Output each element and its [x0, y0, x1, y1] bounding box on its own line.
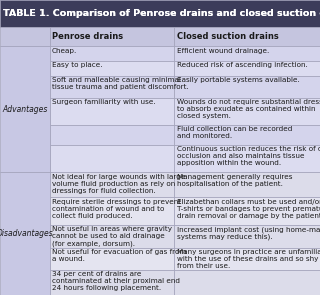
- Bar: [50, 46, 174, 61]
- Bar: [174, 76, 320, 98]
- Bar: [50, 248, 174, 270]
- Bar: [50, 197, 174, 225]
- Bar: [174, 197, 320, 225]
- Bar: [174, 46, 320, 61]
- Text: Cheap.: Cheap.: [52, 48, 77, 54]
- Text: Reduced risk of ascending infection.: Reduced risk of ascending infection.: [177, 62, 308, 68]
- Bar: [50, 125, 174, 145]
- Text: Easy to place.: Easy to place.: [52, 62, 102, 68]
- Text: Continuous suction reduces the risk of drain
occlusion and also maintains tissue: Continuous suction reduces the risk of d…: [177, 146, 320, 166]
- Bar: [50, 61, 174, 76]
- Text: Easily portable systems available.: Easily portable systems available.: [177, 77, 300, 83]
- Bar: [50, 76, 174, 98]
- Bar: [174, 125, 320, 145]
- Text: Management generally requires
hospitalisation of the patient.: Management generally requires hospitalis…: [177, 174, 292, 187]
- Bar: [50, 225, 174, 248]
- Text: TABLE 1. Comparison of Penrose drains and closed suction drains: TABLE 1. Comparison of Penrose drains an…: [3, 9, 320, 18]
- Bar: [174, 248, 320, 270]
- Text: Not useful in areas where gravity
cannot be used to aid drainage
(for example, d: Not useful in areas where gravity cannot…: [52, 226, 172, 247]
- Bar: [174, 225, 320, 248]
- Text: Not ideal for large wounds with large
volume fluid production as rely on
dressin: Not ideal for large wounds with large vo…: [52, 174, 185, 194]
- Text: Increased implant cost (using home-made
systems may reduce this).: Increased implant cost (using home-made …: [177, 226, 320, 240]
- Bar: [0, 0, 320, 27]
- Text: 34 per cent of drains are
contaminated at their proximal end
24 hours following : 34 per cent of drains are contaminated a…: [52, 271, 180, 291]
- Bar: [174, 98, 320, 125]
- Bar: [50, 145, 174, 172]
- Bar: [50, 270, 174, 295]
- Bar: [50, 98, 174, 125]
- Text: Efficient wound drainage.: Efficient wound drainage.: [177, 48, 269, 54]
- Bar: [0, 172, 50, 295]
- Text: Penrose drains: Penrose drains: [52, 32, 123, 41]
- Bar: [174, 270, 320, 295]
- Text: Closed suction drains: Closed suction drains: [177, 32, 278, 41]
- Bar: [0, 0, 320, 27]
- Text: Wounds do not require substantial dressings
to absorb exudate as contained withi: Wounds do not require substantial dressi…: [177, 99, 320, 119]
- Text: Require sterile dressings to prevent
contamination of wound and to
collect fluid: Require sterile dressings to prevent con…: [52, 199, 181, 219]
- Text: Fluid collection can be recorded
and monitored.: Fluid collection can be recorded and mon…: [177, 126, 292, 140]
- Bar: [50, 172, 174, 197]
- Text: Soft and malleable causing minimal
tissue trauma and patient discomfort.: Soft and malleable causing minimal tissu…: [52, 77, 188, 90]
- Text: Surgeon familiarity with use.: Surgeon familiarity with use.: [52, 99, 156, 105]
- Bar: [0, 27, 50, 46]
- Bar: [174, 27, 320, 46]
- Text: Many surgeons in practice are unfamiliar
with the use of these drains and so shy: Many surgeons in practice are unfamiliar…: [177, 249, 320, 269]
- Text: Not useful for evacuation of gas from
a wound.: Not useful for evacuation of gas from a …: [52, 249, 186, 262]
- Bar: [174, 61, 320, 76]
- Bar: [174, 145, 320, 172]
- Text: Advantages: Advantages: [2, 105, 47, 114]
- Bar: [50, 27, 174, 46]
- Text: Disadvantages: Disadvantages: [0, 229, 53, 238]
- Text: TABLE 1. Comparison of Penrose drains and closed suction drains: TABLE 1. Comparison of Penrose drains an…: [3, 9, 320, 18]
- Bar: [174, 172, 320, 197]
- Text: Elizabethan collars must be used and/or
T-shirts or bandages to prevent prematur: Elizabethan collars must be used and/or …: [177, 199, 320, 219]
- Bar: [0, 46, 50, 172]
